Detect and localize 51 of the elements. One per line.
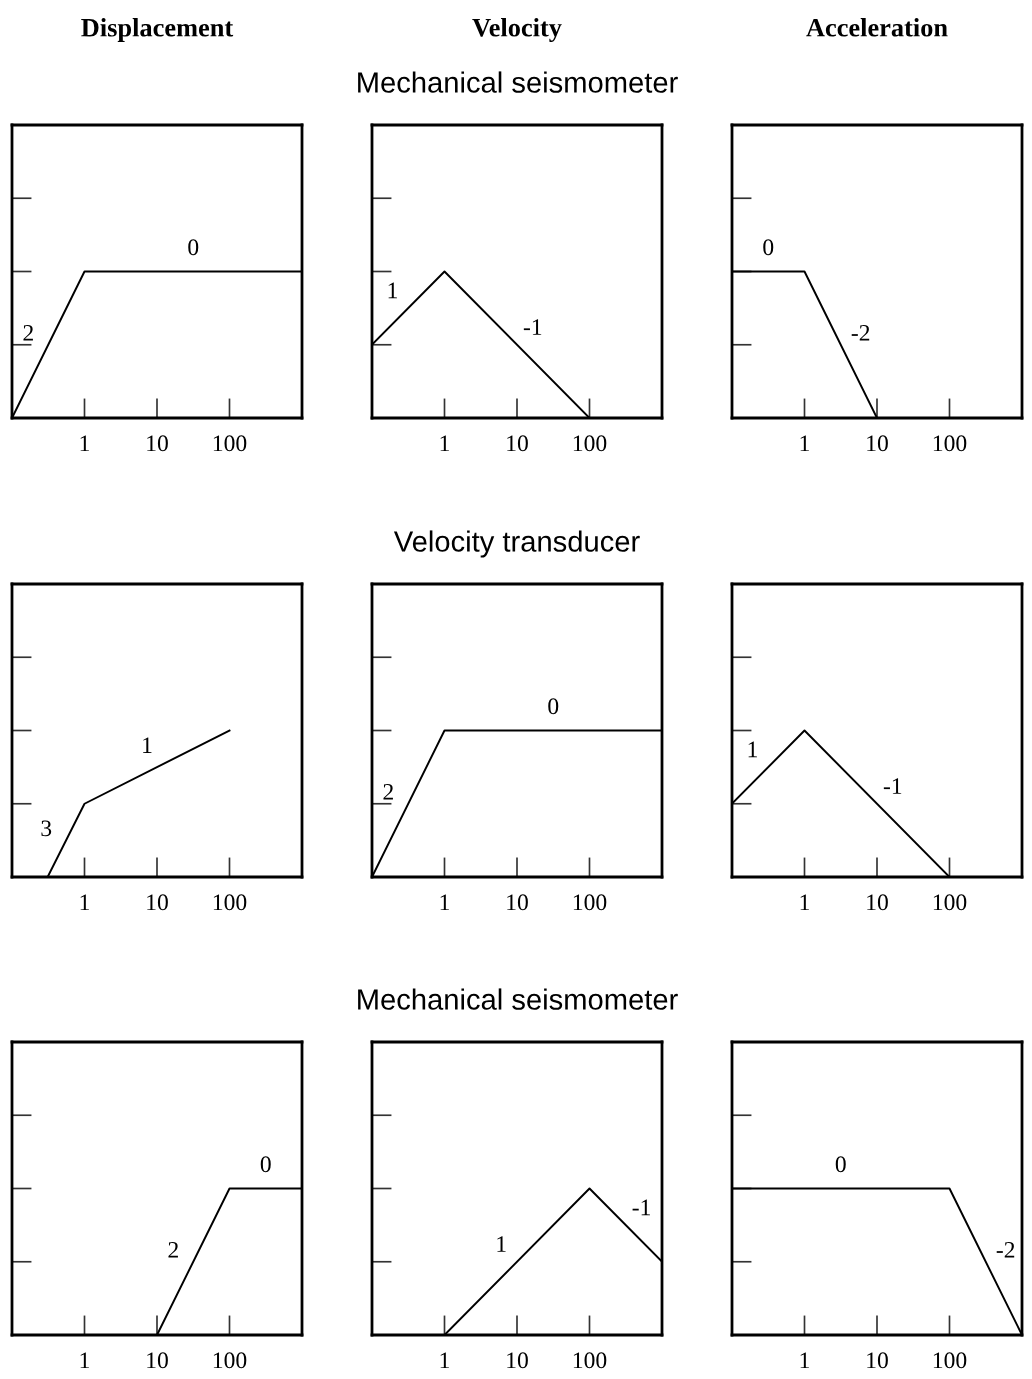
annotation: -1	[883, 778, 902, 794]
x-tick-label: 1	[80, 894, 89, 911]
x-tick-label: 100	[573, 894, 607, 911]
x-tick-label: 10	[507, 894, 528, 911]
x-tick-label: 1	[80, 435, 89, 452]
annotation: 2	[383, 783, 393, 800]
x-tick-label: 10	[147, 894, 168, 911]
text: 0	[763, 239, 774, 256]
annotation: 3	[41, 820, 52, 837]
x-tick-label: 100	[573, 435, 607, 452]
annotation: 1	[388, 282, 397, 299]
x-tick-label: 10	[147, 435, 168, 452]
chart-title: Displacement	[81, 18, 234, 42]
x-tick-label: 10	[147, 1352, 168, 1369]
x-tick-label: 10	[507, 1352, 528, 1369]
x-tick-label: 100	[213, 894, 247, 911]
annotation: -1	[523, 319, 542, 335]
text: 0	[188, 239, 199, 256]
text: 0	[835, 1156, 846, 1173]
x-tick-label: 10	[507, 435, 528, 452]
text: 0	[548, 698, 559, 715]
x-tick-label: 100	[933, 894, 967, 911]
chart-subtitle: Velocity transducer	[393, 530, 640, 558]
x-tick-label: 10	[867, 435, 888, 452]
x-tick-label: 1	[800, 1352, 809, 1369]
x-tick-label: 10	[867, 894, 888, 911]
x-tick-label: 1	[440, 435, 449, 452]
x-tick-label: 10	[867, 1352, 888, 1369]
annotation: -2	[996, 1241, 1015, 1258]
chart-subtitle: Mechanical seismometer	[358, 71, 678, 93]
annotation: 1	[748, 741, 757, 758]
x-tick-label: 1	[800, 894, 809, 911]
chart-title: Velocity	[472, 18, 562, 42]
annotation: 2	[23, 324, 33, 341]
chart-title: Acceleration	[806, 18, 948, 37]
x-tick-label: 100	[933, 435, 967, 452]
annotation: 1	[497, 1236, 506, 1252]
x-tick-label: 1	[440, 894, 449, 911]
annotation: 1	[143, 737, 152, 753]
annotation: -1	[632, 1199, 650, 1216]
annotation: -2	[851, 324, 870, 341]
x-tick-label: 1	[80, 1352, 89, 1369]
x-tick-label: 1	[440, 1352, 449, 1369]
x-tick-label: 100	[573, 1352, 607, 1369]
text: 0	[260, 1156, 271, 1173]
chart-subtitle: Mechanical seismometer	[358, 988, 678, 1010]
x-tick-label: 100	[213, 435, 247, 452]
x-tick-label: 1	[800, 435, 809, 452]
x-tick-label: 100	[213, 1352, 247, 1369]
annotation: 2	[168, 1241, 178, 1258]
x-tick-label: 100	[933, 1352, 967, 1369]
